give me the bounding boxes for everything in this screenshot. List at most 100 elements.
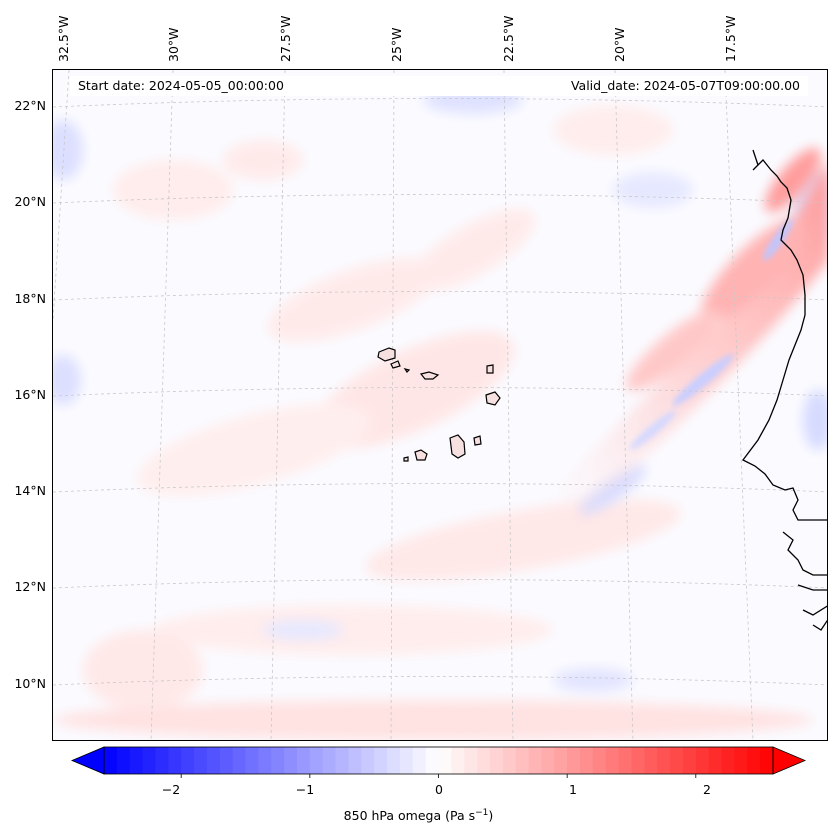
colorbar-cell <box>425 747 439 774</box>
colorbar-cell <box>374 747 388 774</box>
colorbar-cell <box>258 747 272 774</box>
lon-label-32-5w: 32.5°W <box>56 15 71 62</box>
omega-field-map <box>53 70 827 740</box>
colorbar-cell <box>219 747 234 774</box>
lon-label-17-5w: 17.5°W <box>723 15 738 62</box>
colorbar-tick-label-2: 2 <box>703 782 711 797</box>
colorbar-low-extend <box>70 746 105 775</box>
colorbar-tick-label-minus1: −1 <box>295 782 315 797</box>
colorbar-cell <box>322 747 337 774</box>
colorbar-cell <box>181 747 195 774</box>
colorbar-cell <box>670 747 684 774</box>
island-maio <box>473 435 482 446</box>
colorbar-cell <box>451 747 465 774</box>
colorbar-cell <box>245 747 259 774</box>
colorbar-cell <box>438 747 452 774</box>
colorbar-cell <box>348 747 362 774</box>
lat-label-18n: 18°N <box>14 291 46 306</box>
lat-label-20n: 20°N <box>14 194 46 209</box>
colorbar-cell <box>580 747 594 774</box>
colorbar-cell <box>477 747 491 774</box>
valid-date-label: Valid_date: 2024-05-07T09:00:00.00 <box>570 78 800 93</box>
colorbar-cell <box>682 747 697 774</box>
colorbar-cell <box>399 747 414 774</box>
lat-label-10n: 10°N <box>14 676 46 691</box>
island-boa-vista <box>485 391 501 406</box>
colorbar-cell <box>271 747 285 774</box>
island-santo-antao <box>377 347 396 362</box>
colorbar-cell <box>116 747 131 774</box>
colorbar-cell <box>631 747 645 774</box>
field-patches-weak <box>53 105 813 740</box>
colorbar-cell <box>155 747 169 774</box>
colorbar-tick-label-0: 0 <box>435 782 443 797</box>
colorbar-cell <box>194 747 208 774</box>
colorbar-cell <box>554 747 568 774</box>
colorbar-cell <box>296 747 311 774</box>
island-santa-luzia <box>403 368 411 373</box>
colorbar-cell <box>528 747 542 774</box>
colorbar-cell <box>695 747 710 774</box>
colorbar-cell <box>734 747 748 774</box>
field-subsidence-streak <box>629 219 793 450</box>
lon-label-22-5w: 22.5°W <box>501 15 516 62</box>
lat-label-12n: 12°N <box>14 579 46 594</box>
lon-label-27-5w: 27.5°W <box>278 15 293 62</box>
colorbar-unit-exp: −1 <box>475 808 489 818</box>
colorbar-tick-marks <box>180 774 697 778</box>
colorbar-cell <box>515 747 530 774</box>
lon-label-25w: 25°W <box>389 27 404 62</box>
colorbar-cell <box>232 747 247 774</box>
colorbar-cell <box>657 747 671 774</box>
colorbar-tick-label-minus2: −2 <box>161 782 181 797</box>
colorbar-cell <box>489 747 504 774</box>
colorbar-cell <box>309 747 324 774</box>
colorbar-cell <box>361 747 375 774</box>
colorbar-tick-label-1: 1 <box>569 782 577 797</box>
colorbar-cell <box>605 747 620 774</box>
colorbar-high-extend <box>772 746 807 775</box>
colorbar-cell <box>206 747 221 774</box>
island-sal <box>486 364 494 374</box>
island-sao-nicolau <box>419 371 440 380</box>
colorbar-unit-base: (Pa s <box>445 808 476 824</box>
colorbar-cell <box>142 747 156 774</box>
island-fogo <box>414 449 428 461</box>
cape-verde-islands <box>377 347 501 462</box>
colorbar-cell <box>502 747 517 774</box>
colorbar-cell <box>708 747 723 774</box>
colorbar-cell <box>618 747 632 774</box>
start-date-label: Start date: 2024-05-05_00:00:00 <box>78 78 284 93</box>
lat-label-16n: 16°N <box>14 387 46 402</box>
colorbar-cell <box>129 747 144 774</box>
colorbar-cells <box>104 747 774 774</box>
colorbar-cell <box>284 747 298 774</box>
colorbar-cell <box>412 747 427 774</box>
colorbar-cell <box>104 747 118 774</box>
colorbar-unit-close: ) <box>488 808 494 824</box>
map-panel <box>52 69 828 741</box>
colorbar <box>70 746 807 778</box>
colorbar-cell <box>387 747 401 774</box>
colorbar-cell <box>541 747 555 774</box>
africa-coastline <box>742 149 827 631</box>
lat-label-22n: 22°N <box>14 98 46 113</box>
graticule <box>53 70 827 740</box>
colorbar-cell <box>464 747 478 774</box>
colorbar-cell <box>721 747 735 774</box>
colorbar-variable: 850 hPa omega <box>343 808 442 824</box>
island-santiago <box>449 434 466 459</box>
colorbar-cell <box>168 747 182 774</box>
colorbar-cell <box>644 747 658 774</box>
colorbar-cell <box>760 747 774 774</box>
colorbar-cell <box>747 747 761 774</box>
lon-label-20w: 20°W <box>612 27 627 62</box>
lon-label-30w: 30°W <box>166 27 181 62</box>
colorbar-cell <box>567 747 581 774</box>
date-banner: Start date: 2024-05-05_00:00:00 Valid_da… <box>70 76 808 96</box>
island-brava <box>403 456 409 462</box>
island-sao-vicente <box>390 360 401 369</box>
colorbar-cell <box>335 747 349 774</box>
colorbar-cell <box>592 747 607 774</box>
